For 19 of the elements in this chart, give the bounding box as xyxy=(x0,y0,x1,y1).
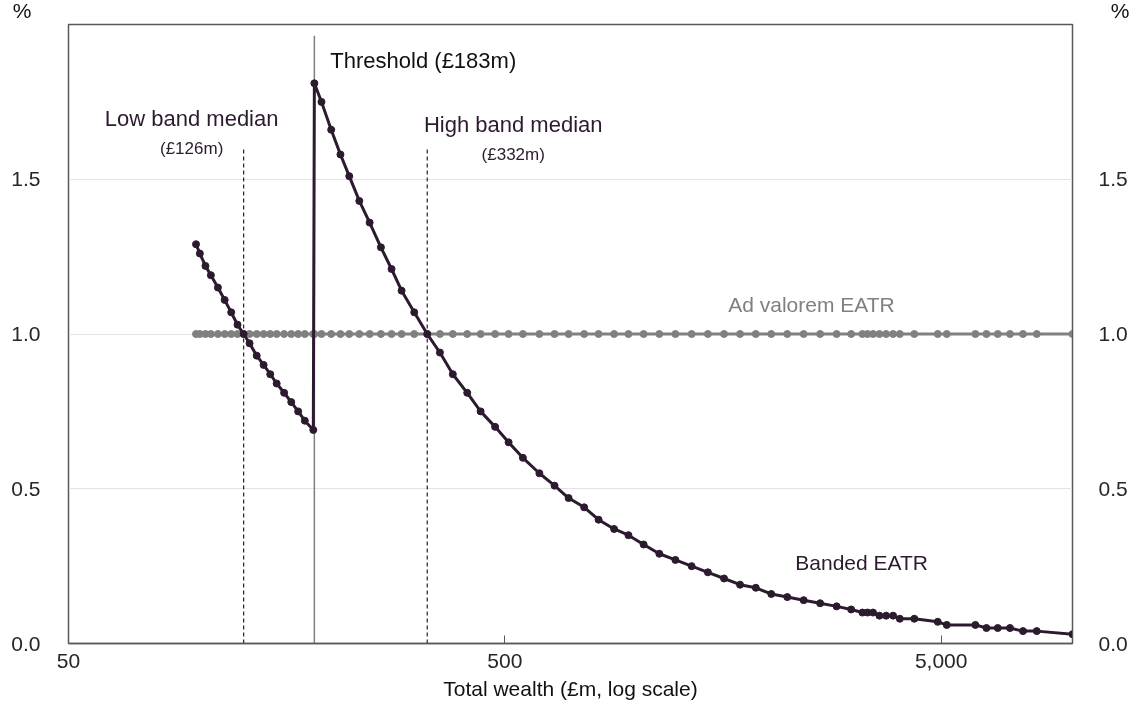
series-label: Ad valorem EATR xyxy=(728,292,895,316)
y-tick-label: 1.5 xyxy=(11,167,41,191)
x-tick-label: 50 xyxy=(56,648,81,672)
x-tick-label: 500 xyxy=(487,648,523,672)
y2-axis-title: % xyxy=(1110,0,1130,22)
y2-tick-label: 1.0 xyxy=(1098,322,1128,345)
y-axis-title: % xyxy=(12,0,32,22)
y2-tick-label: 0.5 xyxy=(1098,476,1128,500)
ref-line-label: Low band median (£126m) xyxy=(104,105,279,158)
x-axis-title: Total wealth (£m, log scale) xyxy=(443,676,698,700)
ref-line-label: High band median (£332m) xyxy=(423,111,603,164)
series-label: Banded EATR xyxy=(795,551,928,575)
y2-tick-label: 0.0 xyxy=(1098,631,1128,655)
ref-line-label: Threshold (£183m) xyxy=(330,48,517,74)
x-tick-label: 5,000 xyxy=(914,648,968,672)
y-tick-label: 0.5 xyxy=(11,476,41,500)
y-tick-label: 0.0 xyxy=(11,631,41,655)
y2-tick-label: 1.5 xyxy=(1098,167,1128,191)
y-tick-label: 1.0 xyxy=(11,322,41,345)
